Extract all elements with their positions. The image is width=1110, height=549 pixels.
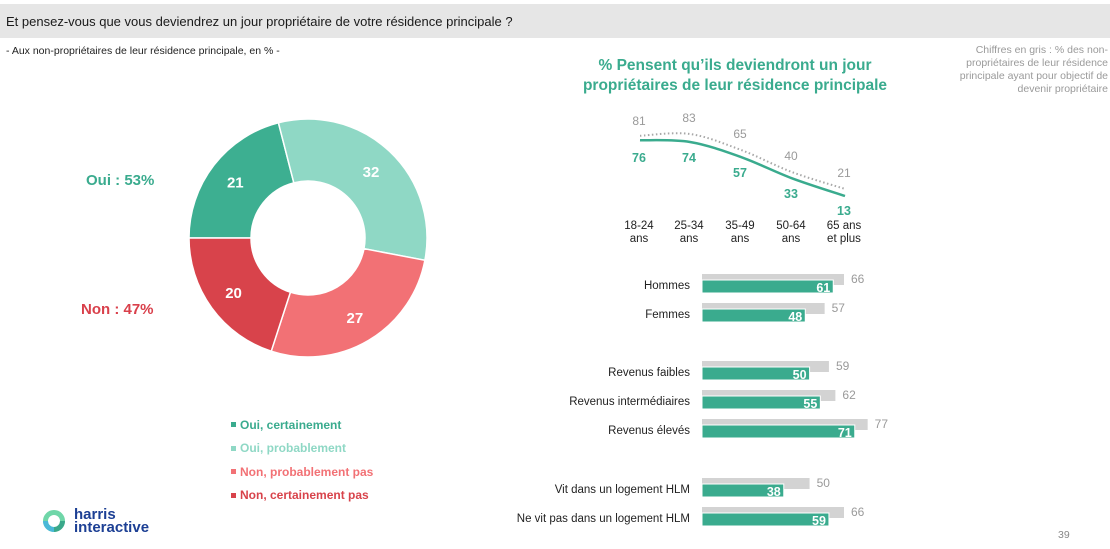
objective-bar-value: 66 [851, 505, 865, 519]
main-bar [701, 308, 806, 323]
legend-label: Non, probablement pas [240, 464, 374, 479]
legend-swatch [231, 422, 236, 428]
grey-note-line: principale ayant pour objectif de [959, 70, 1108, 82]
logo-ring-icon [43, 510, 65, 532]
oui-total-label: Oui : 53% [86, 172, 155, 189]
segment-label: Vit dans un logement HLM [555, 484, 690, 496]
main-bar [701, 395, 821, 410]
objective-value-label: 21 [837, 166, 851, 180]
donut-slice [188, 237, 292, 353]
age-category-label: 50-64 [776, 220, 806, 232]
donut-legend: Oui, certainement Oui, probablement Non,… [231, 413, 373, 507]
question-header-bar [0, 4, 1110, 38]
main-bar-value: 50 [793, 368, 807, 382]
donut-slice [277, 118, 428, 262]
grey-note-line: propriétaires de leur résidence [966, 57, 1108, 69]
segment-label: Revenus faibles [608, 367, 690, 379]
main-bar [701, 366, 811, 381]
donut-value-label: 32 [363, 164, 380, 181]
right-title-line2: propriétaires de leur résidence principa… [582, 77, 888, 94]
age-category-label: 18-24 [624, 220, 654, 232]
right-panel-title: % Pensent qu’ils deviendront un jour pro… [560, 56, 910, 96]
segment-label: Ne vit pas dans un logement HLM [517, 513, 690, 525]
right-title-line1: % Pensent qu’ils deviendront un jour [598, 57, 872, 74]
objective-value-label: 83 [682, 111, 696, 125]
legend-label: Oui, certainement [240, 417, 342, 432]
grey-note-line: Chiffres en gris : % des non- [975, 44, 1108, 56]
main-bar [701, 424, 856, 439]
donut-slice [188, 121, 295, 239]
legend-swatch [231, 492, 236, 498]
grey-note-line: devenir propriétaire [1017, 83, 1108, 95]
main-value-label: 74 [682, 151, 696, 165]
age-category-label: et plus [827, 233, 861, 245]
age-category-label: 25-34 [674, 220, 704, 232]
question-title: Et pensez-vous que vous deviendrez un jo… [6, 14, 513, 29]
main-bar-value: 61 [816, 281, 830, 295]
objective-value-label: 81 [632, 114, 646, 128]
main-bar [701, 279, 834, 294]
main-value-label: 76 [632, 151, 646, 165]
legend-label: Non, certainement pas [240, 488, 369, 503]
harris-interactive-logo: harris interactive [42, 506, 150, 536]
age-category-label: ans [731, 233, 750, 245]
legend-item-non-probablement-pas: Non, probablement pas [231, 460, 373, 484]
non-total-label: Non : 47% [81, 301, 154, 318]
age-category-label: 35-49 [725, 220, 754, 232]
series-line-main [639, 138, 846, 198]
objective-bar-value: 57 [832, 301, 846, 315]
segment-label: Revenus élevés [608, 425, 690, 437]
age-category-label: ans [782, 233, 801, 245]
main-value-label: 57 [733, 166, 747, 180]
legend-item-non-certainement-pas: Non, certainement pas [231, 484, 373, 508]
objective-value-label: 65 [733, 127, 747, 141]
logo-text-line1: harris [74, 506, 116, 523]
legend-swatch [231, 445, 236, 451]
legend-item-oui-certainement: Oui, certainement [231, 413, 373, 437]
segment-label: Hommes [644, 280, 690, 292]
objective-bar-value: 62 [842, 388, 856, 402]
objective-bar-value: 77 [875, 417, 889, 431]
segment-bar-chart: Hommes 61 66 Femmes 48 57 Revenus faibles 50 59 R… [517, 272, 889, 528]
segment-label: Femmes [645, 309, 690, 321]
age-category-label: ans [680, 233, 699, 245]
donut-value-label: 21 [227, 175, 244, 192]
main-value-label: 33 [784, 187, 798, 201]
age-category-label: 65 ans [827, 220, 862, 232]
main-bar-value: 55 [803, 397, 817, 411]
donut-value-label: 27 [346, 310, 363, 327]
donut-value-label: 20 [225, 285, 242, 302]
legend-item-oui-probablement: Oui, probablement [231, 437, 373, 461]
objective-bar-value: 50 [817, 476, 831, 490]
page-number: 39 [1058, 529, 1070, 541]
segment-label: Revenus intermédiaires [569, 396, 690, 408]
donut-chart: 21 32 27 20 [188, 118, 428, 358]
main-value-label: 13 [837, 204, 851, 218]
legend-label: Oui, probablement [240, 441, 347, 456]
age-category-label: ans [630, 233, 649, 245]
objective-bar-value: 66 [851, 272, 865, 286]
objective-bar-value: 59 [836, 359, 850, 373]
main-bar-value: 71 [838, 426, 852, 440]
donut-slice [270, 247, 426, 358]
base-subtitle: - Aux non-propriétaires de leur résidenc… [6, 45, 280, 57]
main-bar-value: 38 [767, 485, 781, 499]
series-line-objective [639, 132, 846, 190]
main-bar-value: 59 [812, 514, 826, 528]
main-bar [701, 483, 785, 498]
legend-swatch [231, 469, 236, 475]
main-bar-value: 48 [788, 310, 802, 324]
logo-text-line2: interactive [74, 519, 150, 536]
objective-value-label: 40 [784, 149, 798, 163]
grey-figures-note: Chiffres en gris : % des non- propriétai… [905, 44, 1108, 96]
main-bar [701, 512, 830, 527]
